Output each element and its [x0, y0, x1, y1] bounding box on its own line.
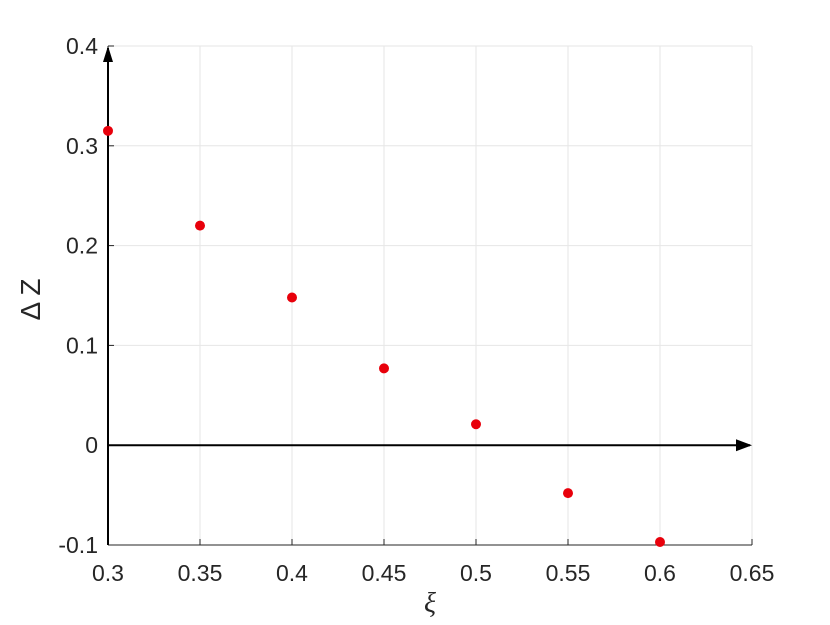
x-tick-label: 0.45 [362, 560, 407, 586]
data-point [655, 537, 665, 548]
x-tick-label: 0.4 [276, 560, 308, 586]
y-axis-label: Δ Z [15, 278, 46, 320]
x-tick-label: 0.5 [460, 560, 492, 586]
data-point [103, 125, 113, 136]
x-tick-label: 0.65 [730, 560, 775, 586]
zero-arrow-head [736, 439, 752, 452]
data-point [471, 419, 481, 430]
x-tick-label: 0.3 [92, 560, 124, 586]
y-tick-label: 0.2 [66, 233, 98, 259]
x-tick-label: 0.35 [178, 560, 223, 586]
y-tick-label: 0 [85, 432, 98, 458]
x-axis-label: ξ [424, 588, 436, 619]
data-point [563, 488, 573, 499]
x-tick-label: 0.6 [644, 560, 676, 586]
data-points [103, 125, 665, 548]
x-tick-label: 0.55 [546, 560, 591, 586]
data-point [195, 220, 205, 231]
y-tick-label: 0.3 [66, 133, 98, 159]
data-point [379, 363, 389, 374]
grid [107, 45, 753, 546]
y-tick-label: -0.1 [58, 532, 98, 558]
data-point [287, 292, 297, 303]
y-arrow-head [103, 46, 113, 62]
y-tick-label: 0.1 [66, 332, 98, 358]
tick-labels: 0.3 0.35 0.4 0.45 0.5 0.55 0.6 0.65 -0.1 0 0.1 0.2 0… [58, 33, 774, 586]
y-tick-label: 0.4 [66, 33, 98, 59]
